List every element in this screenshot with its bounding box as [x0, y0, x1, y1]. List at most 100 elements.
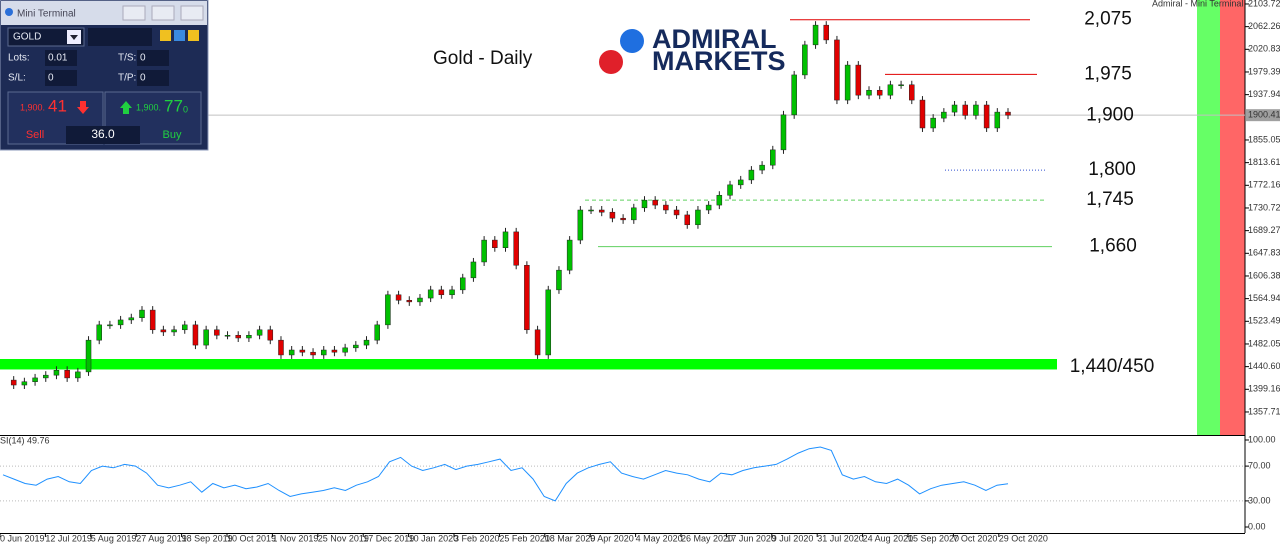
tool-icon[interactable]: [174, 30, 185, 41]
candle-body: [844, 64, 851, 101]
current-price-label: 1900.410: [1248, 110, 1280, 120]
x-tick-label: 4 May 2020: [636, 533, 683, 543]
x-tick-label: 31 Jul 2020: [817, 533, 864, 543]
candle-body: [983, 104, 990, 129]
candle-body: [566, 239, 573, 271]
field-input[interactable]: [45, 70, 77, 86]
down-arrow: [77, 101, 89, 114]
candle-body: [609, 211, 616, 219]
candle-body: [171, 329, 177, 333]
candle-body: [353, 344, 359, 349]
x-tick-label: 5 Aug 2019: [91, 533, 137, 543]
field-input[interactable]: [45, 50, 77, 66]
candle-body: [909, 84, 915, 101]
y-tick-label: 2103.725: [1248, 0, 1280, 8]
candle-body: [246, 334, 252, 339]
y-tick-label: 1937.945: [1248, 89, 1280, 99]
y-tick-label: 1772.165: [1248, 180, 1280, 190]
candle-body: [299, 349, 306, 353]
x-tick-label: 3 Feb 2020: [454, 533, 500, 543]
field-input[interactable]: [137, 50, 169, 66]
x-tick-label: 9 Apr 2020: [590, 533, 634, 543]
y-tick-label: 1855.055: [1248, 134, 1280, 144]
candle-body: [673, 209, 680, 216]
x-tick-label: 17 Jun 2020: [726, 533, 776, 543]
candle-body: [278, 339, 284, 356]
candle-body: [1005, 111, 1011, 116]
brand: MARKETS: [652, 46, 786, 76]
brand: ADMIRAL: [652, 24, 776, 54]
y-tick-label: 1606.385: [1248, 270, 1280, 280]
up-arrow: [120, 101, 132, 114]
candle-body: [53, 369, 60, 376]
level-label: 1,800: [1088, 159, 1136, 180]
tool-icon[interactable]: [188, 30, 199, 41]
rsi-line: [2, 446, 1009, 502]
x-tick-label: 1 Nov 2019: [272, 533, 318, 543]
window-title: Admiral - Mini Terminal: [1152, 0, 1243, 8]
candle-body: [641, 199, 648, 209]
candle-body: [149, 309, 156, 331]
candle-body: [513, 231, 519, 266]
sell-price-prefix: 1,900.: [20, 102, 45, 112]
candle-body: [10, 379, 17, 386]
candle-body: [802, 44, 808, 76]
chart-title: Gold - Daily: [433, 48, 533, 69]
field-label: S/L:: [8, 73, 26, 84]
x-tick-label: 17 Dec 2019: [363, 533, 414, 543]
tool-icon[interactable]: [160, 30, 171, 41]
candle-body: [684, 214, 691, 226]
candle-body: [117, 319, 124, 326]
logo-dot: [620, 29, 644, 53]
candle-body: [449, 289, 455, 296]
field-value: 0.01: [48, 53, 68, 64]
maximize-button[interactable]: [151, 5, 175, 21]
symbol-select[interactable]: [7, 27, 85, 47]
minimize-button[interactable]: [122, 5, 146, 21]
candle-body: [598, 209, 605, 213]
candle-body: [395, 294, 402, 301]
candle-body: [545, 289, 552, 356]
level-label: 1,900: [1086, 104, 1134, 125]
y-tick-label: 1647.830: [1248, 248, 1280, 258]
x-tick-label: 24 Aug 2020: [863, 533, 914, 543]
y-tick-label: 1523.495: [1248, 316, 1280, 326]
x-tick-label: 15 Sep 2020: [908, 533, 959, 543]
candle-body: [748, 169, 755, 181]
sell-button[interactable]: [7, 91, 104, 145]
x-tick-label: 18 Mar 2020: [545, 533, 596, 543]
current-price-tag: [1246, 109, 1280, 122]
symbol-info: [88, 28, 152, 46]
candle-body: [288, 349, 295, 356]
candle-body: [331, 349, 338, 353]
field-input[interactable]: [137, 70, 169, 86]
x-tick-label: 25 Feb 2020: [499, 533, 550, 543]
x-tick-label: 26 May 2020: [681, 533, 733, 543]
candle-body: [962, 104, 968, 116]
rsi-tick-label: 70.00: [1248, 460, 1271, 470]
field-value: 0: [140, 53, 146, 64]
candle-body: [21, 381, 28, 386]
y-tick-label: 2020.835: [1248, 44, 1280, 54]
symbol: GOLD: [13, 32, 41, 43]
y-tick-label: 1730.720: [1248, 202, 1280, 212]
candle-body: [502, 231, 509, 248]
candle-body: [898, 84, 904, 87]
candle-body: [64, 369, 70, 379]
candle-body: [524, 264, 530, 331]
candle-body: [342, 347, 348, 353]
candle-body: [427, 289, 434, 299]
support-band: [0, 358, 1057, 370]
close-button[interactable]: [180, 5, 204, 21]
candle-body: [139, 309, 145, 318]
field-label: T/S:: [118, 53, 136, 64]
buy-price-big: 77: [164, 96, 183, 115]
candle-body: [876, 89, 883, 96]
y-tick-label: 1482.050: [1248, 338, 1280, 348]
level-label: 1,660: [1089, 236, 1137, 257]
y-tick-label: 1357.715: [1248, 406, 1280, 416]
sell-zone: [1220, 0, 1245, 435]
candle-body: [855, 64, 862, 96]
buy-price-suffix: 0: [183, 104, 188, 114]
candle-body: [224, 334, 231, 337]
